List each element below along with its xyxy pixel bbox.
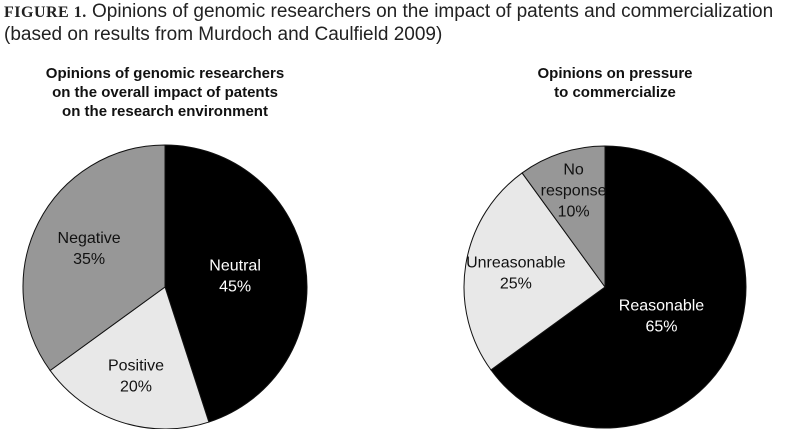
pie1-label-neutral-value: 45%: [219, 278, 251, 295]
pie1-label-negative-name: Negative: [58, 230, 121, 247]
pie2-slice-no-response: [521, 145, 606, 289]
chart-1-title: Opinions of genomic researchers on the o…: [20, 64, 310, 121]
pie2-label-reasonable-value: 65%: [645, 318, 677, 335]
chart-2-title: Opinions on pressure to commercialize: [480, 64, 750, 102]
pie2-slice-unreasonable: [463, 172, 606, 371]
chart-2-title-line: Opinions on pressure: [537, 65, 693, 82]
pie1-slice-neutral: [164, 144, 308, 423]
pie1-slice-negative: [22, 144, 166, 372]
chart-1-title-line: Opinions of genomic researchers: [45, 65, 285, 82]
pie2-label-no-response-name: No: [563, 161, 584, 178]
pie1-label-neutral-name: Neutral: [209, 257, 261, 274]
pie1-slice-positive: [49, 286, 210, 429]
pie2-label-no-response-value: 10%: [558, 203, 590, 220]
figure-label: FIGURE 1.: [4, 4, 87, 21]
pie1-label-negative-value: 35%: [73, 251, 105, 268]
figure-caption-text: Opinions of genomic researchers on the i…: [4, 1, 774, 45]
pie2-label-unreasonable-name: Unreasonable: [466, 254, 566, 271]
figure-caption: FIGURE 1. Opinions of genomic researcher…: [4, 1, 796, 46]
pie1-label-positive-name: Positive: [108, 358, 164, 375]
pie-chart-researcher-opinions: Neutral 45% Positive 20% Negative 35%: [22, 144, 308, 429]
chart-1-title-line: on the overall impact of patents: [52, 84, 278, 101]
pie1-label-positive-value: 20%: [120, 379, 152, 396]
pie2-label-unreasonable-value: 25%: [500, 275, 532, 292]
chart-1-title-line: on the research environment: [62, 103, 268, 120]
pie2-label-reasonable-name: Reasonable: [619, 297, 705, 314]
pie2-slice-reasonable: [490, 145, 747, 429]
chart-2-title-line: to commercialize: [554, 84, 676, 101]
pie2-label-no-response-name: response: [541, 182, 607, 199]
